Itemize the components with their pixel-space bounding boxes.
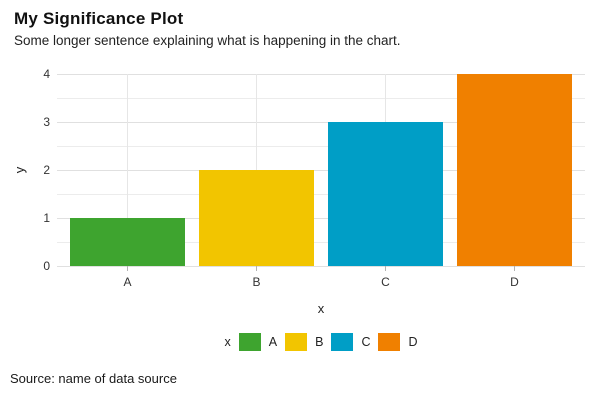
gridline-major <box>57 121 585 123</box>
gridline-minor <box>57 241 585 243</box>
x-tick-mark <box>127 266 128 271</box>
legend-entry: D <box>378 333 418 351</box>
x-axis-tick-labels: A B C D <box>57 266 585 296</box>
gridline-vertical <box>127 74 128 266</box>
y-tick-label: 4 <box>43 67 50 81</box>
gridline-minor <box>57 97 585 99</box>
legend-label: A <box>268 335 278 349</box>
x-tick-label: A <box>123 275 132 289</box>
x-tick-mark <box>514 266 515 271</box>
plot-panel <box>57 73 585 267</box>
x-tick-label: B <box>252 275 261 289</box>
bar-d <box>457 74 572 266</box>
legend-label: C <box>361 335 371 349</box>
y-tick-label: 0 <box>43 259 50 273</box>
legend-label: D <box>408 335 418 349</box>
y-tick-label: 1 <box>43 211 50 225</box>
legend-swatch <box>238 333 261 351</box>
legend-entry: C <box>331 333 370 351</box>
legend-swatch <box>285 333 308 351</box>
gridline-major <box>57 265 585 267</box>
y-axis-tick-labels: 0 1 2 3 4 <box>8 67 50 273</box>
source-caption: Source: name of data source <box>10 371 177 386</box>
chart-subtitle: Some longer sentence explaining what is … <box>14 33 401 48</box>
bar-c <box>328 122 443 266</box>
bar-b <box>199 170 314 266</box>
legend-label: B <box>315 335 324 349</box>
bar-a <box>70 218 185 266</box>
gridline-minor <box>57 193 585 195</box>
legend-swatch <box>331 333 354 351</box>
x-tick-mark <box>385 266 386 271</box>
gridline-major <box>57 169 585 171</box>
x-tick-label: D <box>510 275 519 289</box>
legend-entry: B <box>285 333 323 351</box>
x-tick-mark <box>256 266 257 271</box>
legend-entry: A <box>238 333 278 351</box>
legend-title: x <box>224 335 231 349</box>
gridline-major <box>57 217 585 219</box>
x-tick-label: C <box>381 275 390 289</box>
gridline-major <box>57 73 585 75</box>
gridline-minor <box>57 145 585 147</box>
legend-swatch <box>378 333 401 351</box>
chart-title: My Significance Plot <box>14 9 184 28</box>
y-tick-label: 2 <box>43 163 50 177</box>
y-tick-label: 3 <box>43 115 50 129</box>
x-axis-title: x <box>317 301 325 316</box>
